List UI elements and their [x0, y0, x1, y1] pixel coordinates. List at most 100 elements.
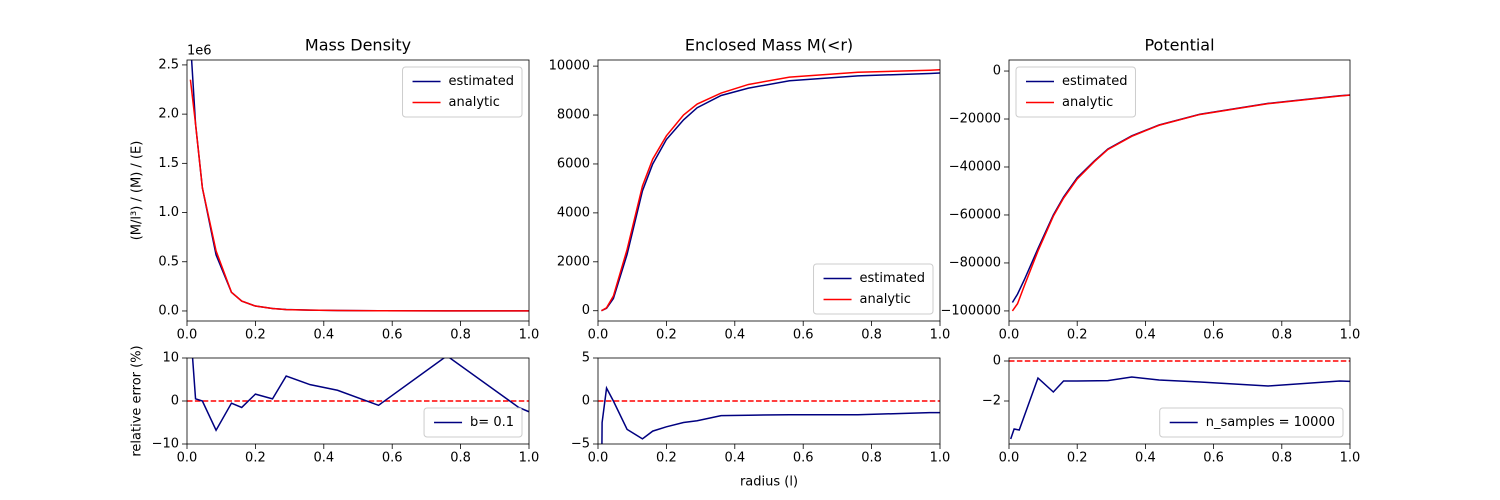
x-tick-label: 0.6 [1203, 451, 1224, 466]
legend-box [813, 263, 934, 315]
x-tick-label: 0.4 [724, 328, 745, 343]
y-tick-label: 6000 [557, 156, 590, 171]
x-tick-label: 0.8 [450, 328, 471, 343]
x-tick-label: 0.8 [861, 328, 882, 343]
x-tick-label: 0.4 [724, 451, 745, 466]
data-line [601, 72, 940, 312]
plot-area [189, 60, 529, 312]
legend: estimated analytic [402, 66, 523, 118]
y-tick-label: 2000 [557, 254, 590, 269]
x-tick-label: 0.2 [1067, 328, 1088, 343]
y-axis-label: (M/l³) / (M) / (E) [130, 141, 145, 241]
x-tick-label: 1.0 [519, 328, 540, 343]
subplot: 0.0 0.2 0.4 0.6 0.8 1.0 −100000 −80000 −60000 −40… [940, 36, 1360, 343]
legend-label: estimated [449, 74, 514, 89]
x-tick-label: 0.2 [245, 328, 266, 343]
legend-label: analytic [449, 95, 500, 110]
subplot: 0.0 0.2 0.4 0.6 0.8 1.0 0.0 0.5 1.0 1.5 2.0 2.5 Mass… [130, 36, 540, 343]
data-line [191, 358, 529, 432]
x-tick-label: 0.6 [382, 328, 403, 343]
legend-box [1015, 66, 1136, 118]
x-tick-label: 0.0 [588, 451, 609, 466]
y-tick-label: 1.5 [158, 156, 179, 171]
data-line [1009, 376, 1350, 440]
y-tick-label: 5 [582, 351, 590, 366]
y-tick-label: 0 [171, 394, 179, 409]
x-tick-label: 1.0 [930, 328, 951, 343]
x-tick-label: 0.2 [245, 451, 266, 466]
plot-area [1009, 360, 1350, 440]
legend-label: analytic [1062, 95, 1113, 110]
x-tick-label: 0.8 [861, 451, 882, 466]
x-tick-label: 0.6 [382, 451, 403, 466]
x-tick-label: 0.4 [313, 451, 334, 466]
y-tick-label: −20000 [949, 112, 1001, 127]
y-tick-label: −5 [571, 437, 590, 452]
data-line [601, 69, 940, 312]
subplot: 0.0 0.2 0.4 0.6 0.8 1.0 −5 0 5 radius (l) [571, 351, 951, 490]
x-tick-label: 0.6 [793, 451, 814, 466]
legend: b= 0.1 [423, 407, 523, 438]
data-line [189, 79, 529, 312]
legend-box [1159, 407, 1344, 438]
y-tick-label: −2 [982, 394, 1001, 409]
x-axis-label: radius (l) [740, 475, 798, 490]
x-tick-label: 0.2 [1067, 451, 1088, 466]
legend-label: analytic [860, 292, 911, 307]
x-tick-label: 1.0 [519, 451, 540, 466]
x-tick-label: 1.0 [930, 451, 951, 466]
x-tick-label: 0.8 [1271, 451, 1292, 466]
subplot: 0.0 0.2 0.4 0.6 0.8 1.0 −10 0 10 relative error (… [130, 345, 540, 466]
x-tick-label: 0.6 [1203, 328, 1224, 343]
y-tick-label: 10000 [549, 59, 590, 74]
y-tick-label: 1.0 [158, 205, 179, 220]
offset-label: 1e6 [187, 44, 212, 59]
data-line [1011, 94, 1350, 312]
y-tick-label: 0 [582, 394, 590, 409]
x-tick-label: 0.8 [1271, 328, 1292, 343]
subplot: 0.0 0.2 0.4 0.6 0.8 1.0 −2 0 n_samples = 10000 [982, 354, 1361, 466]
legend-label: estimated [1062, 74, 1127, 89]
x-tick-label: 0.0 [588, 328, 609, 343]
y-tick-label: 0.5 [158, 254, 179, 269]
x-tick-label: 0.0 [177, 328, 198, 343]
y-tick-label: 0 [993, 354, 1001, 369]
data-line [601, 385, 940, 444]
axes-frame [597, 59, 941, 322]
legend: n_samples = 10000 [1159, 407, 1344, 438]
legend: estimated analytic [1015, 66, 1136, 118]
axes-frame [186, 59, 530, 322]
legend-label: estimated [860, 271, 925, 286]
y-tick-label: 4000 [557, 205, 590, 220]
plot-area [601, 69, 940, 312]
y-tick-label: 0 [582, 303, 590, 318]
x-tick-label: 0.4 [313, 328, 334, 343]
x-tick-label: 0.8 [450, 451, 471, 466]
y-tick-label: 2.0 [158, 107, 179, 122]
y-tick-label: −60000 [949, 207, 1001, 222]
legend-box [423, 407, 523, 438]
x-tick-label: 0.2 [656, 328, 677, 343]
y-tick-label: 10 [162, 351, 179, 366]
plot-area [1011, 94, 1350, 312]
y-tick-label: 0 [993, 64, 1001, 79]
legend-box [402, 66, 523, 118]
subplot-title: Mass Density [305, 36, 411, 55]
x-tick-label: 0.0 [177, 451, 198, 466]
plot-area [598, 385, 940, 444]
y-tick-label: −40000 [949, 159, 1001, 174]
plot-area [187, 358, 529, 432]
y-tick-label: −10 [152, 437, 179, 452]
y-tick-label: −100000 [940, 303, 1001, 318]
legend-label: b= 0.1 [470, 415, 514, 430]
y-tick-label: 0.0 [158, 303, 179, 318]
x-tick-label: 1.0 [1340, 451, 1361, 466]
axes-frame [1008, 59, 1351, 322]
x-tick-label: 1.0 [1340, 328, 1361, 343]
x-tick-label: 0.2 [656, 451, 677, 466]
y-tick-label: 8000 [557, 108, 590, 123]
x-tick-label: 0.4 [1135, 328, 1156, 343]
y-axis-label: relative error (%) [130, 345, 145, 456]
subplot-title: Enclosed Mass M(<r) [685, 36, 853, 55]
